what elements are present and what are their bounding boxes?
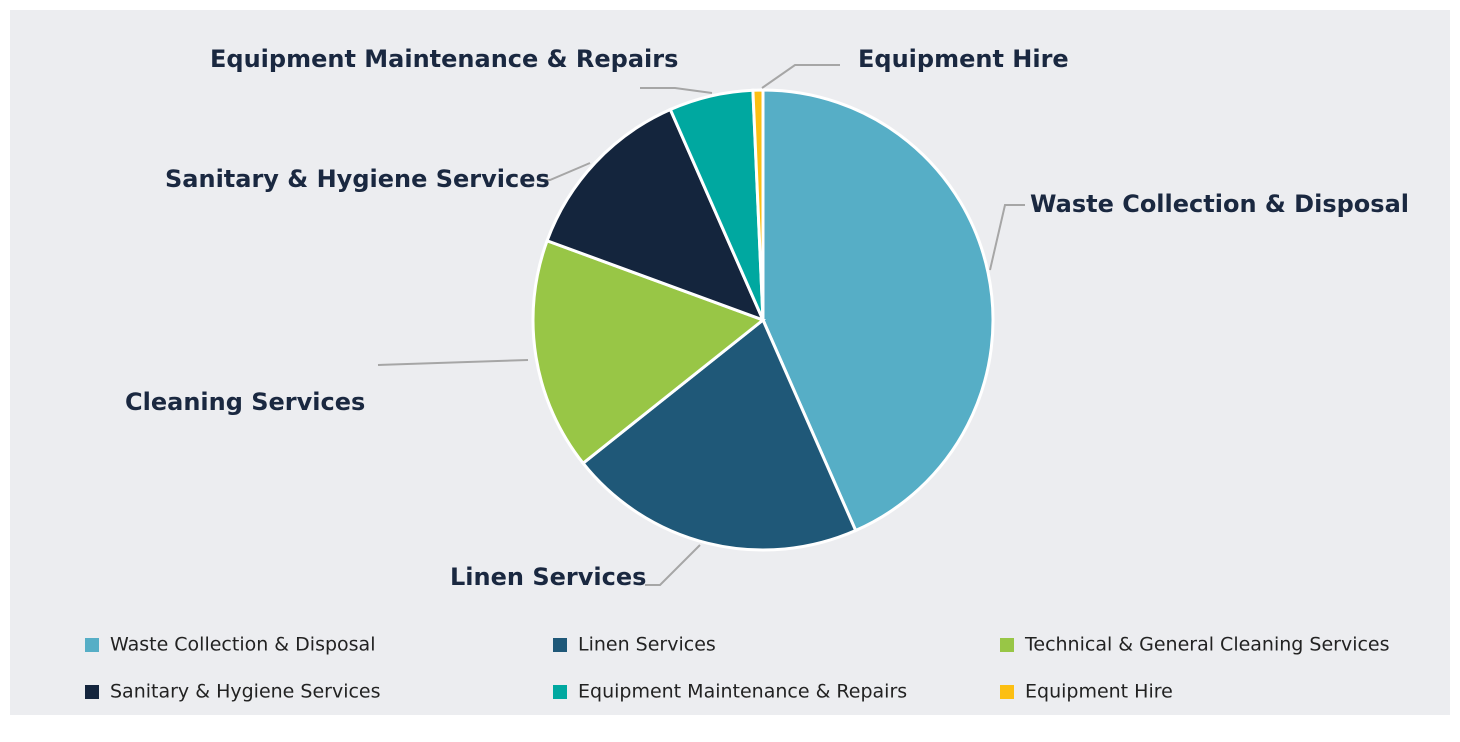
legend-swatch [1000,638,1014,652]
legend-swatch [553,685,567,699]
pie-slice [531,238,767,466]
slice-label: Waste Collection & Disposal [1030,190,1409,218]
pie-slice [761,88,995,533]
slice-label: Cleaning Services [125,388,365,416]
leader-line [761,64,840,89]
legend-label: Technical & General Cleaning Services [1024,634,1390,656]
legend-label: Sanitary & Hygiene Services [110,681,381,703]
legend-label: Equipment Maintenance & Repairs [578,681,907,703]
legend-label: Waste Collection & Disposal [110,634,375,656]
legend-label: Linen Services [578,634,716,656]
leader-line [989,204,1025,271]
leader-line [640,87,713,94]
legend-swatch [1000,685,1014,699]
legend-label: Equipment Hire [1025,681,1173,703]
slice-label: Equipment Hire [858,45,1069,73]
leader-line [377,359,529,366]
leader-line [537,162,591,181]
pie-slice [545,107,766,323]
slice-label: Sanitary & Hygiene Services [165,165,550,193]
leader-line [645,544,701,586]
pie-slice [751,88,765,321]
slice-label: Linen Services [450,563,646,591]
slice-label: Equipment Maintenance & Repairs [210,45,678,73]
legend-swatch [85,638,99,652]
legend-swatch [553,638,567,652]
pie-slice [580,317,858,552]
legend-swatch [85,685,99,699]
